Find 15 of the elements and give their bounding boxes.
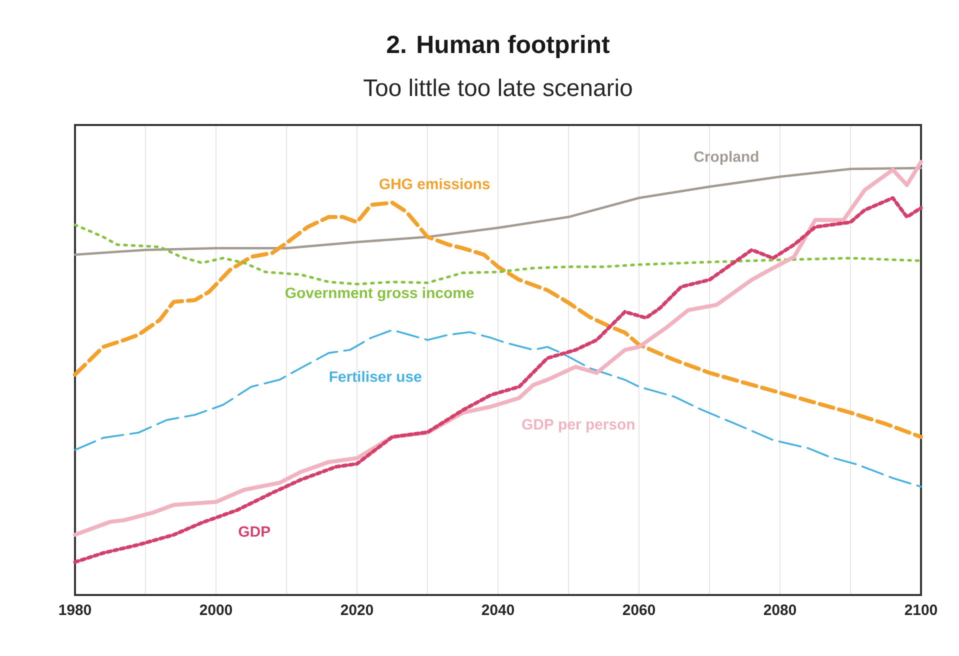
chart-title: 2. Human footprint	[387, 34, 610, 58]
x-tick-label: 2100	[904, 604, 938, 616]
series-label: Government gross income	[286, 287, 474, 302]
series-label: GDP	[238, 526, 270, 537]
series-label: GHG emissions	[380, 178, 490, 190]
series-label: Cropland	[694, 150, 758, 165]
series-label: GDP per person	[522, 419, 634, 433]
x-tick-label: 2080	[764, 604, 796, 616]
x-tick-label: 1980	[59, 604, 91, 616]
x-tick-label: 2040	[482, 604, 514, 616]
series-label: Fertiliser use	[330, 370, 422, 382]
x-tick-label: 2020	[340, 604, 373, 616]
x-tick-label: 2000	[200, 604, 232, 616]
x-tick-label: 2060	[622, 604, 656, 616]
chart-subtitle: Too little too late scenario	[364, 78, 632, 96]
